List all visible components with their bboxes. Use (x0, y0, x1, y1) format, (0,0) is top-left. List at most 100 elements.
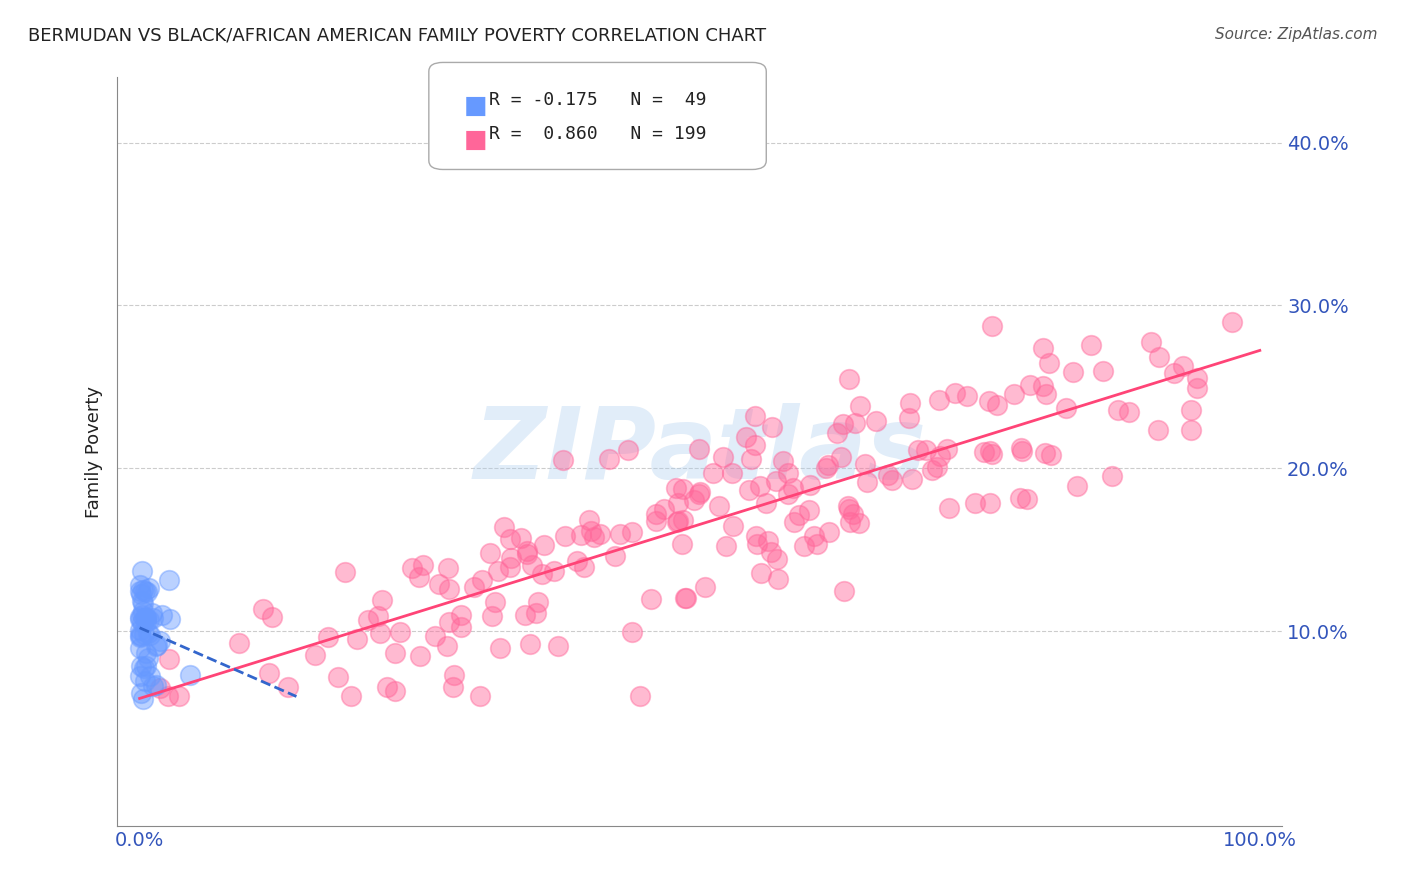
Blacks/African Americans (734, 430, 756, 444)
Blacks/African Americans (979, 496, 1001, 510)
Blacks/African Americans (1101, 468, 1123, 483)
Blacks/African Americans (531, 566, 554, 581)
Blacks/African Americans (516, 547, 538, 561)
Blacks/African Americans (745, 537, 768, 551)
Bermudans (131, 594, 153, 608)
Bermudans (135, 611, 157, 625)
Blacks/African Americans (761, 420, 783, 434)
Blacks/African Americans (1010, 491, 1032, 506)
Bermudans (146, 638, 169, 652)
Blacks/African Americans (927, 459, 949, 474)
Blacks/African Americans (832, 584, 855, 599)
Blacks/African Americans (979, 443, 1001, 458)
Blacks/African Americans (569, 528, 592, 542)
Blacks/African Americans (793, 539, 815, 553)
Blacks/African Americans (914, 443, 936, 458)
Blacks/African Americans (838, 502, 860, 516)
Bermudans (142, 610, 165, 624)
Blacks/African Americans (783, 515, 806, 529)
Blacks/African Americans (980, 447, 1002, 461)
Blacks/African Americans (167, 689, 190, 703)
Bermudans (129, 630, 152, 644)
Blacks/African Americans (744, 529, 766, 543)
Bermudans (131, 686, 153, 700)
Blacks/African Americans (830, 450, 852, 464)
Blacks/African Americans (1019, 378, 1042, 392)
Blacks/African Americans (450, 608, 472, 623)
Blacks/African Americans (848, 516, 870, 531)
Blacks/African Americans (702, 466, 724, 480)
Blacks/African Americans (817, 458, 839, 472)
Blacks/African Americans (367, 608, 389, 623)
Blacks/African Americans (519, 637, 541, 651)
Blacks/African Americans (408, 570, 430, 584)
Blacks/African Americans (340, 689, 363, 703)
Blacks/African Americans (437, 560, 460, 574)
Blacks/African Americans (768, 572, 790, 586)
Bermudans (136, 625, 159, 640)
Blacks/African Americans (688, 487, 710, 501)
Bermudans (131, 565, 153, 579)
Blacks/African Americans (1140, 335, 1163, 350)
Bermudans (128, 584, 150, 599)
Blacks/African Americans (673, 591, 696, 605)
Blacks/African Americans (492, 520, 515, 534)
Blacks/African Americans (938, 500, 960, 515)
Blacks/African Americans (675, 591, 697, 606)
Blacks/African Americans (723, 519, 745, 533)
Bermudans (148, 634, 170, 648)
Blacks/African Americans (980, 318, 1002, 333)
Bermudans (132, 661, 155, 675)
Blacks/African Americans (443, 668, 465, 682)
Blacks/African Americans (654, 502, 676, 516)
Blacks/African Americans (714, 539, 737, 553)
Blacks/African Americans (437, 582, 460, 596)
Blacks/African Americans (973, 445, 995, 459)
Blacks/African Americans (776, 466, 799, 480)
Blacks/African Americans (1092, 364, 1115, 378)
Blacks/African Americans (765, 475, 787, 489)
Blacks/African Americans (547, 640, 569, 654)
Blacks/African Americans (838, 516, 860, 530)
Text: ■: ■ (464, 94, 488, 118)
Bermudans (129, 640, 152, 655)
Blacks/African Americans (761, 545, 783, 559)
Text: Source: ZipAtlas.com: Source: ZipAtlas.com (1215, 27, 1378, 42)
Blacks/African Americans (921, 463, 943, 477)
Blacks/African Americans (838, 372, 860, 386)
Blacks/African Americans (1220, 315, 1243, 329)
Blacks/African Americans (318, 630, 340, 644)
Blacks/African Americans (711, 450, 734, 465)
Blacks/African Americans (578, 512, 600, 526)
Blacks/African Americans (441, 680, 464, 694)
Blacks/African Americans (149, 681, 172, 695)
Bermudans (129, 578, 152, 592)
Bermudans (135, 611, 157, 625)
Bermudans (150, 607, 173, 622)
Blacks/African Americans (979, 394, 1001, 409)
Blacks/African Americans (842, 507, 865, 521)
Bermudans (135, 615, 157, 630)
Blacks/African Americans (943, 386, 966, 401)
Bermudans (135, 646, 157, 660)
Blacks/African Americans (1017, 491, 1039, 506)
Blacks/African Americans (501, 550, 523, 565)
Bermudans (145, 639, 167, 653)
Blacks/African Americans (304, 648, 326, 662)
Blacks/African Americans (516, 544, 538, 558)
Blacks/African Americans (901, 473, 924, 487)
Blacks/African Americans (837, 499, 859, 513)
Blacks/African Americans (665, 481, 688, 495)
Blacks/African Americans (853, 457, 876, 471)
Bermudans (134, 583, 156, 598)
Blacks/African Americans (423, 629, 446, 643)
Blacks/African Americans (401, 560, 423, 574)
Blacks/African Americans (756, 534, 779, 549)
Blacks/African Americans (228, 636, 250, 650)
Blacks/African Americans (616, 443, 638, 458)
Blacks/African Americans (1149, 350, 1171, 364)
Bermudans (128, 623, 150, 637)
Text: BERMUDAN VS BLACK/AFRICAN AMERICAN FAMILY POVERTY CORRELATION CHART: BERMUDAN VS BLACK/AFRICAN AMERICAN FAMIL… (28, 27, 766, 45)
Blacks/African Americans (471, 573, 494, 587)
Bermudans (159, 612, 181, 626)
